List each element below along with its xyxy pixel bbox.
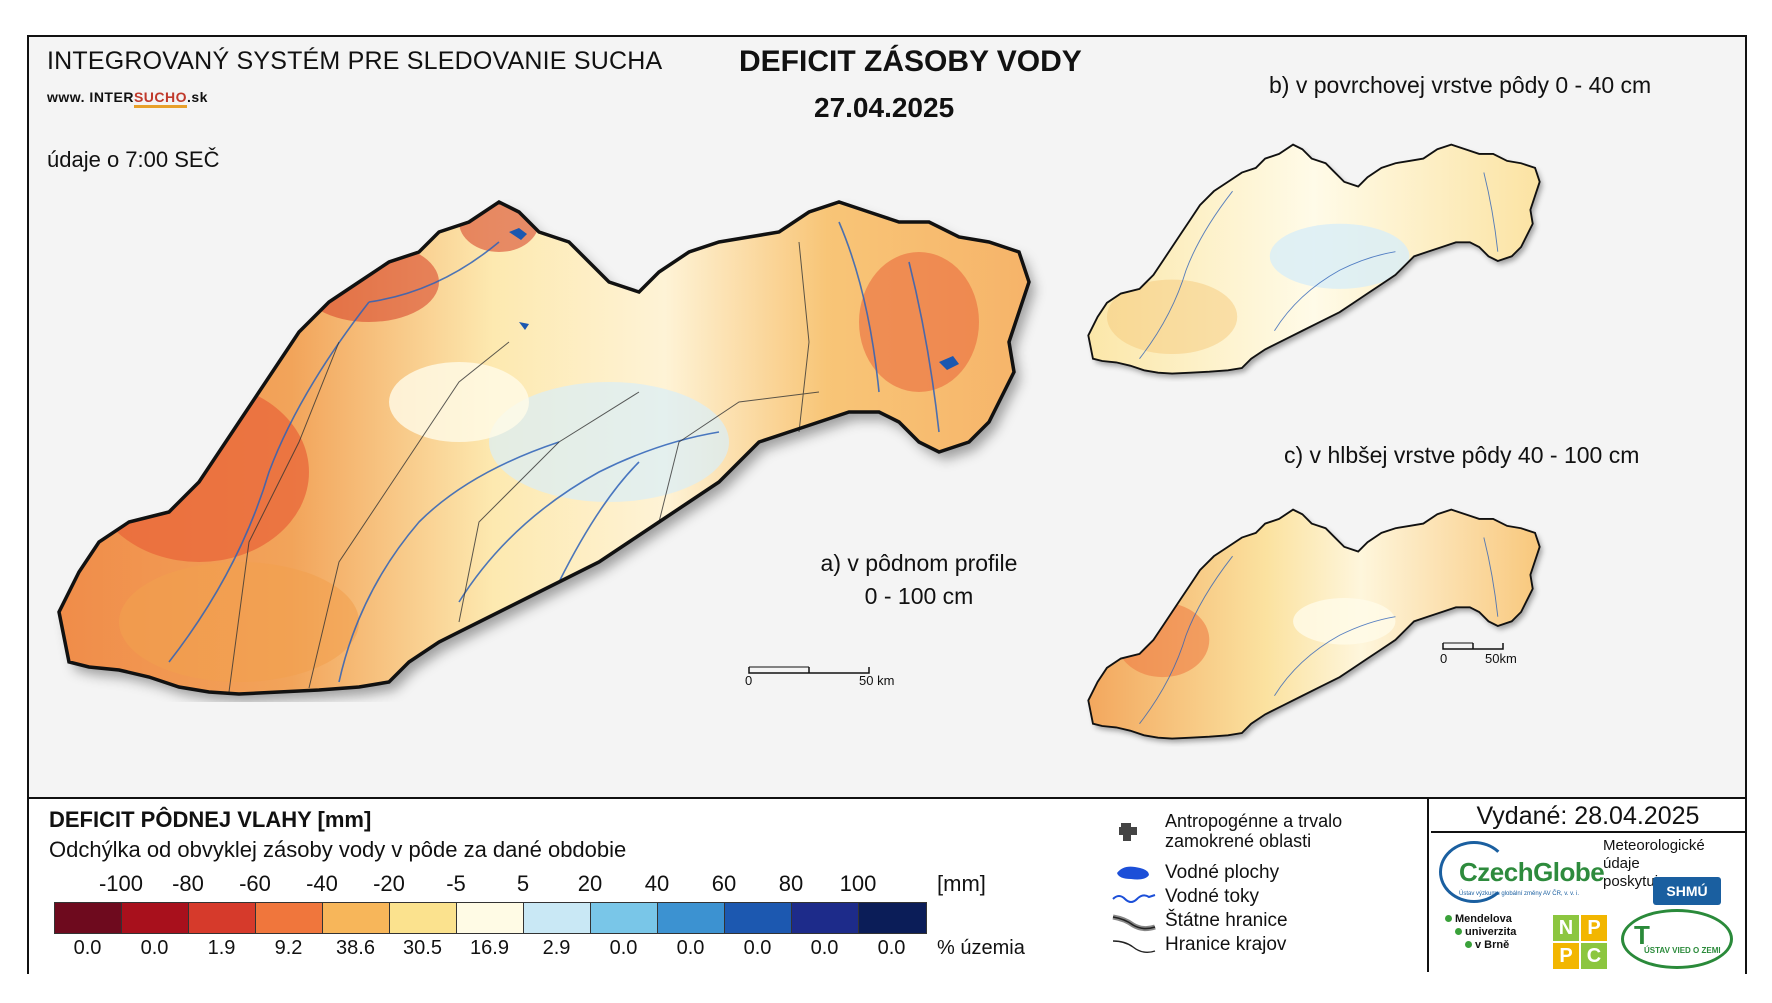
legend-threshold: 60 [711, 871, 737, 896]
legend-swatch-6 [457, 903, 524, 933]
state-border-icon [1112, 914, 1156, 932]
logo-panel: CzechGlobe Ústav výzkumu globální změny … [1431, 833, 1745, 972]
legend-urban: Antropogénne a trvalo zamokrené oblasti [1109, 811, 1365, 851]
mendel-university-logo[interactable]: Mendelova univerzita v Brně [1445, 913, 1516, 952]
river-icon [1112, 894, 1156, 903]
legend-swatch-8 [591, 903, 658, 933]
legend-swatch-12 [859, 903, 926, 933]
legend-swatch-9 [658, 903, 725, 933]
bottom-map-label: c) v hlbšej vrstve pôdy 40 - 100 cm [1284, 442, 1640, 468]
legend-percent: 0.0 [810, 937, 839, 959]
nppc-letter: P [1581, 915, 1607, 941]
czechglobe-logo[interactable]: CzechGlobe Ústav výzkumu globální změny … [1439, 841, 1605, 903]
legend-percent: 2.9 [542, 937, 571, 959]
legend-divider [1427, 799, 1429, 972]
legend-percent: 0.0 [676, 937, 705, 959]
legend-panel: DEFICIT PÔDNEJ VLAHY [mm] Odchýlka od ob… [29, 797, 1745, 974]
legend-thresholds: -100 -80 -60 -40 -20 -5 5 20 40 60 80 100 [mm] [49, 871, 986, 899]
legend-water-bodies: Vodné plochy [1109, 861, 1279, 885]
legend-state-border: Štátne hranice [1109, 909, 1288, 933]
legend-region-border: Hranice krajov [1109, 933, 1286, 957]
main-scale-50km: 50 km [859, 673, 895, 688]
legend-percent: 0.0 [73, 937, 102, 959]
main-map [57, 200, 1031, 696]
legend-swatch-0 [55, 903, 122, 933]
legend-swatch-1 [122, 903, 189, 933]
legend-threshold: -20 [373, 871, 405, 896]
url-suffix: .sk [187, 89, 208, 105]
legend-swatch-11 [792, 903, 859, 933]
inset-scale-bar [1442, 642, 1504, 650]
legend-swatch-4 [323, 903, 390, 933]
nppc-letter: N [1553, 915, 1579, 941]
inset-scale-50km: 50km [1485, 651, 1517, 666]
legend-percent: 9.2 [274, 937, 303, 959]
legend-swatch-7 [524, 903, 591, 933]
legend-percent: 16.9 [470, 937, 509, 959]
top-inset-map [1087, 143, 1541, 375]
shmu-logo[interactable]: SHMÚ [1653, 877, 1721, 905]
legend-threshold: 80 [778, 871, 804, 896]
map-date: 27.04.2025 [814, 92, 955, 123]
legend-color-bar [54, 902, 927, 934]
legend-threshold: -100 [98, 871, 144, 896]
url-prefix: www. INTER [47, 89, 134, 105]
legend-threshold: 40 [644, 871, 670, 896]
website-link[interactable]: www. INTERSUCHO.sk [47, 89, 208, 108]
map-title: DEFICIT ZÁSOBY VODY [739, 45, 1082, 78]
top-map-label: b) v povrchovej vrstve pôdy 0 - 40 cm [1269, 72, 1652, 98]
legend-threshold: 20 [577, 871, 603, 896]
urban-area-icon [1119, 823, 1137, 841]
system-name: INTEGROVANÝ SYSTÉM PRE SLEDOVANIE SUCHA [47, 47, 663, 75]
legend-threshold: 100 [839, 871, 877, 896]
legend-swatch-3 [256, 903, 323, 933]
legend-threshold: -40 [306, 871, 338, 896]
legend-percent: 38.6 [336, 937, 375, 959]
main-map-label: a) v pôdnom profile 0 - 100 cm [820, 550, 1018, 609]
legend-percent: 1.9 [207, 937, 236, 959]
data-time: údaje o 7:00 SEČ [47, 147, 220, 172]
legend-swatch-10 [725, 903, 792, 933]
legend-unit: [mm] [937, 871, 986, 896]
legend-threshold: -60 [239, 871, 271, 896]
legend-percent-unit: % územia [937, 937, 1025, 959]
legend-title: DEFICIT PÔDNEJ VLAHY [mm] [49, 807, 372, 832]
uvz-logo[interactable]: T ÚSTAV VIED O ZEMI [1621, 909, 1733, 969]
legend-threshold: 5 [516, 871, 530, 896]
legend-rivers: Vodné toky [1109, 885, 1259, 909]
map-frame: INTEGROVANÝ SYSTÉM PRE SLEDOVANIE SUCHA … [27, 35, 1747, 974]
water-body-icon [1117, 866, 1149, 880]
nppc-letter: P [1553, 943, 1579, 969]
legend-percent: 0.0 [877, 937, 906, 959]
inset-scale-zero: 0 [1440, 651, 1448, 666]
legend-swatch-2 [189, 903, 256, 933]
url-highlight: SUCHO [133, 89, 187, 108]
legend-percent: 0.0 [140, 937, 169, 959]
legend-threshold: -80 [172, 871, 204, 896]
issued-date: Vydané: 28.04.2025 [1431, 799, 1745, 833]
legend-threshold: -5 [446, 871, 466, 896]
bottom-inset-map [1087, 508, 1541, 740]
nppc-letter: C [1581, 943, 1607, 969]
legend-subtitle: Odchýlka od obvyklej zásoby vody v pôde … [49, 837, 627, 862]
legend-swatch-5 [390, 903, 457, 933]
legend-percent-row: 0.0 0.0 1.9 9.2 38.6 30.5 16.9 2.9 0.0 0.0 0.0 0.0 0… [54, 937, 1025, 965]
legend-percent: 0.0 [609, 937, 638, 959]
map-area: INTEGROVANÝ SYSTÉM PRE SLEDOVANIE SUCHA … [29, 37, 1745, 797]
legend-percent: 30.5 [403, 937, 442, 959]
main-map-scale-bar [748, 666, 870, 674]
region-border-icon [1112, 940, 1156, 954]
main-scale-zero: 0 [745, 673, 753, 688]
legend-percent: 0.0 [743, 937, 772, 959]
